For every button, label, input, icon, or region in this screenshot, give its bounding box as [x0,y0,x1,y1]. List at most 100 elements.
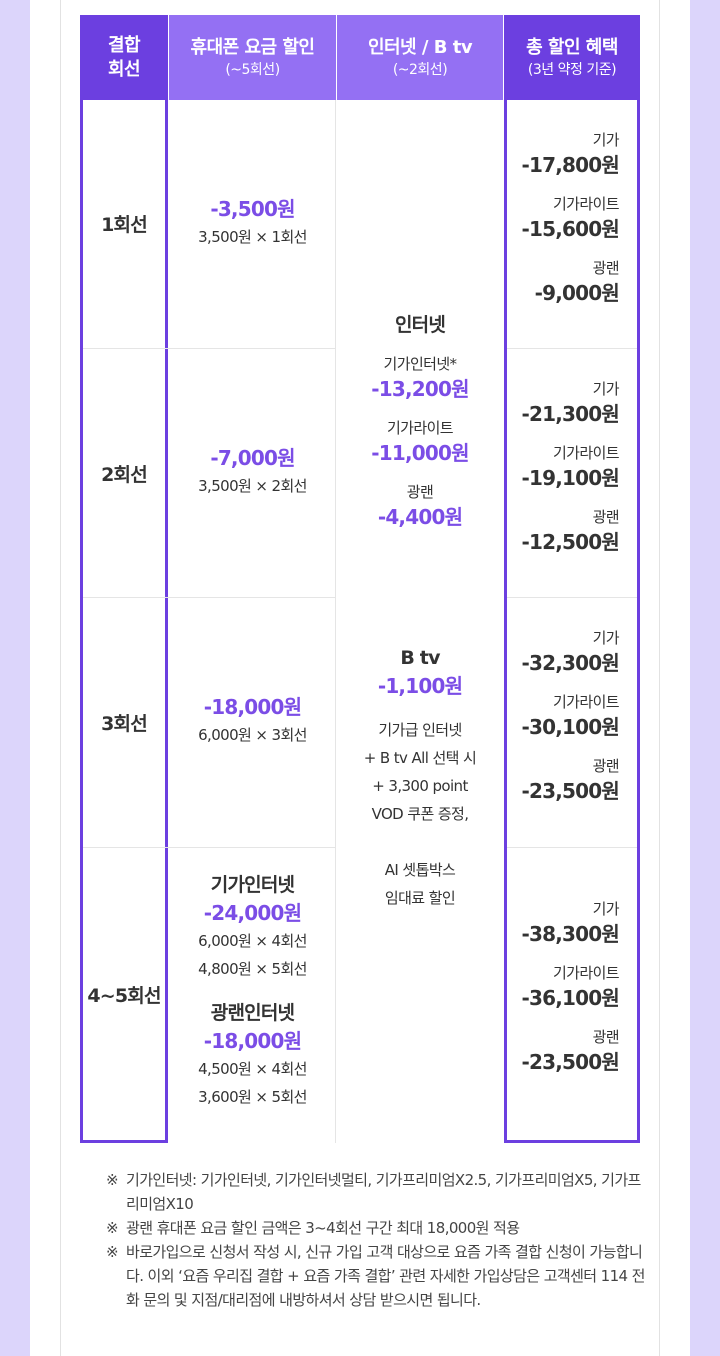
total-label: 광랜 [592,1028,620,1046]
total-label: 기가라이트 [552,964,620,982]
row-divider [507,847,637,848]
discount-calc: 3,600원 × 5회선 [198,1088,307,1106]
footnote: ※ 기가인터넷: 기가인터넷, 기가인터넷멀티, 기가프리미엄X2.5, 기가프… [106,1168,646,1216]
total-label: 광랜 [592,259,620,277]
internet-item-value: -13,200원 [371,377,469,401]
total-value: -21,300원 [521,402,620,426]
discount-value: -24,000원 [203,901,302,925]
internet-discount-block: 인터넷 기가인터넷* -13,200원 기가라이트 -11,000원 광랜 -4… [337,311,503,531]
row-divider [83,847,336,848]
total-value: -17,800원 [521,153,620,177]
row-divider [83,597,336,598]
row-divider [507,597,637,598]
total-value: -36,100원 [521,986,620,1010]
btv-desc-line: 임대료 할인 [384,889,456,907]
discount-calc: 4,800원 × 5회선 [198,960,307,978]
discount-value: -18,000원 [203,1029,302,1053]
row-4-totals: 기가 -38,300원 기가라이트 -36,100원 광랜 -23,500원 [507,898,620,1090]
total-value: -15,600원 [521,217,620,241]
header-internet-sub: (~2회선) [392,61,448,78]
btv-desc-line: AI 셋톱박스 [384,861,456,879]
header-phone-title: 휴대폰 요금 할인 [190,36,315,58]
header-phone-sub: (~5회선) [225,61,280,78]
btv-desc-line: 기가급 인터넷 [378,721,462,739]
header-lines-title: 결합 회선 [107,34,141,82]
discount-calc: 3,500원 × 2회선 [198,477,307,495]
row-4-round: 4~5회선 [87,985,161,1007]
phone-discount-column [169,100,336,1143]
left-side-panel [0,0,30,1356]
note-mark: ※ [106,1219,119,1237]
btv-discount-block: B tv -1,100원 기가급 인터넷 + B tv All 선택 시 + 3… [337,644,503,912]
total-value: -19,100원 [521,466,620,490]
total-value: -9,000원 [534,281,620,305]
plan-title: 기가인터넷 [210,874,295,896]
row-3-phone-discount: -18,000원 6,000원 × 3회선 [169,693,336,749]
total-value: -32,300원 [521,651,620,675]
note-text: 바로가입으로 신청서 작성 시, 신규 가입 고객 대상으로 요즘 가족 결합 … [126,1243,645,1309]
note-text: 광랜 휴대폰 요금 할인 금액은 3~4회선 구간 최대 18,000원 적용 [126,1219,520,1237]
total-value: -23,500원 [521,1050,620,1074]
internet-item-value: -4,400원 [377,505,463,529]
total-benefit-column [504,100,640,1143]
note-text: 기가인터넷: 기가인터넷, 기가인터넷멀티, 기가프리미엄X2.5, 기가프리미… [126,1171,641,1213]
footnote: ※ 광랜 휴대폰 요금 할인 금액은 3~4회선 구간 최대 18,000원 적… [106,1216,646,1240]
header-internet-title: 인터넷 / B tv [367,36,473,58]
discount-calc: 6,000원 × 3회선 [198,726,307,744]
total-label: 기가라이트 [552,693,620,711]
total-value: -23,500원 [521,779,620,803]
header-phone-discount: 휴대폰 요금 할인 (~5회선) [169,15,336,100]
row-1-round: 1회선 [101,214,148,236]
row-3-totals: 기가 -32,300원 기가라이트 -30,100원 광랜 -23,500원 [507,627,620,819]
btv-desc-line: + B tv All 선택 시 [363,749,477,767]
header-total-benefit: 총 할인 혜택 (3년 약정 기준) [504,15,640,100]
internet-item-label: 광랜 [406,483,434,501]
discount-value: -3,500원 [210,197,295,221]
note-mark: ※ [106,1243,119,1261]
row-3-round: 3회선 [101,713,148,735]
btv-desc-line: + 3,300 point [372,777,468,795]
total-label: 기가 [592,900,620,918]
header-total-title: 총 할인 혜택 [526,36,618,58]
right-side-panel [690,0,720,1356]
row-divider [83,348,336,349]
internet-item-value: -11,000원 [371,441,469,465]
total-label: 기가 [592,629,620,647]
row-2-round: 2회선 [101,464,148,486]
discount-calc: 4,500원 × 4회선 [198,1060,307,1078]
internet-item-label: 기가라이트 [386,419,454,437]
discount-value: -18,000원 [203,695,302,719]
total-label: 기가라이트 [552,444,620,462]
discount-table: 결합 회선 휴대폰 요금 할인 (~5회선) 인터넷 / B tv (~2회선)… [80,15,640,1143]
btv-desc-line: VOD 쿠폰 증정, [371,805,469,823]
total-label: 기가라이트 [552,195,620,213]
internet-item-label: 기가인터넷* [383,355,458,373]
total-label: 광랜 [592,757,620,775]
header-lines: 결합 회선 [80,15,168,100]
internet-btv-column [337,100,503,1143]
plan-title: 광랜인터넷 [210,1002,295,1024]
note-mark: ※ [106,1171,119,1189]
footnote: ※ 바로가입으로 신청서 작성 시, 신규 가입 고객 대상으로 요즘 가족 결… [106,1240,646,1312]
btv-title: B tv [400,647,440,669]
internet-title: 인터넷 [394,314,446,336]
header-total-sub: (3년 약정 기준) [527,61,617,78]
total-label: 기가 [592,131,620,149]
total-value: -38,300원 [521,922,620,946]
row-1-totals: 기가 -17,800원 기가라이트 -15,600원 광랜 -9,000원 [507,129,620,321]
total-value: -30,100원 [521,715,620,739]
total-value: -12,500원 [521,530,620,554]
total-label: 광랜 [592,508,620,526]
row-divider [507,348,637,349]
lines-column [80,100,168,1143]
discount-calc: 6,000원 × 4회선 [198,932,307,950]
discount-value: -7,000원 [210,446,295,470]
row-4-phone-discount: 기가인터넷 -24,000원 6,000원 × 4회선 4,800원 × 5회선… [169,871,336,1111]
footnotes: ※ 기가인터넷: 기가인터넷, 기가인터넷멀티, 기가프리미엄X2.5, 기가프… [106,1168,646,1312]
row-1-phone-discount: -3,500원 3,500원 × 1회선 [169,195,336,251]
total-label: 기가 [592,380,620,398]
header-lines-text: 결합 회선 [107,34,141,80]
row-2-phone-discount: -7,000원 3,500원 × 2회선 [169,444,336,500]
header-internet-btv: 인터넷 / B tv (~2회선) [337,15,503,100]
btv-value: -1,100원 [377,674,463,698]
